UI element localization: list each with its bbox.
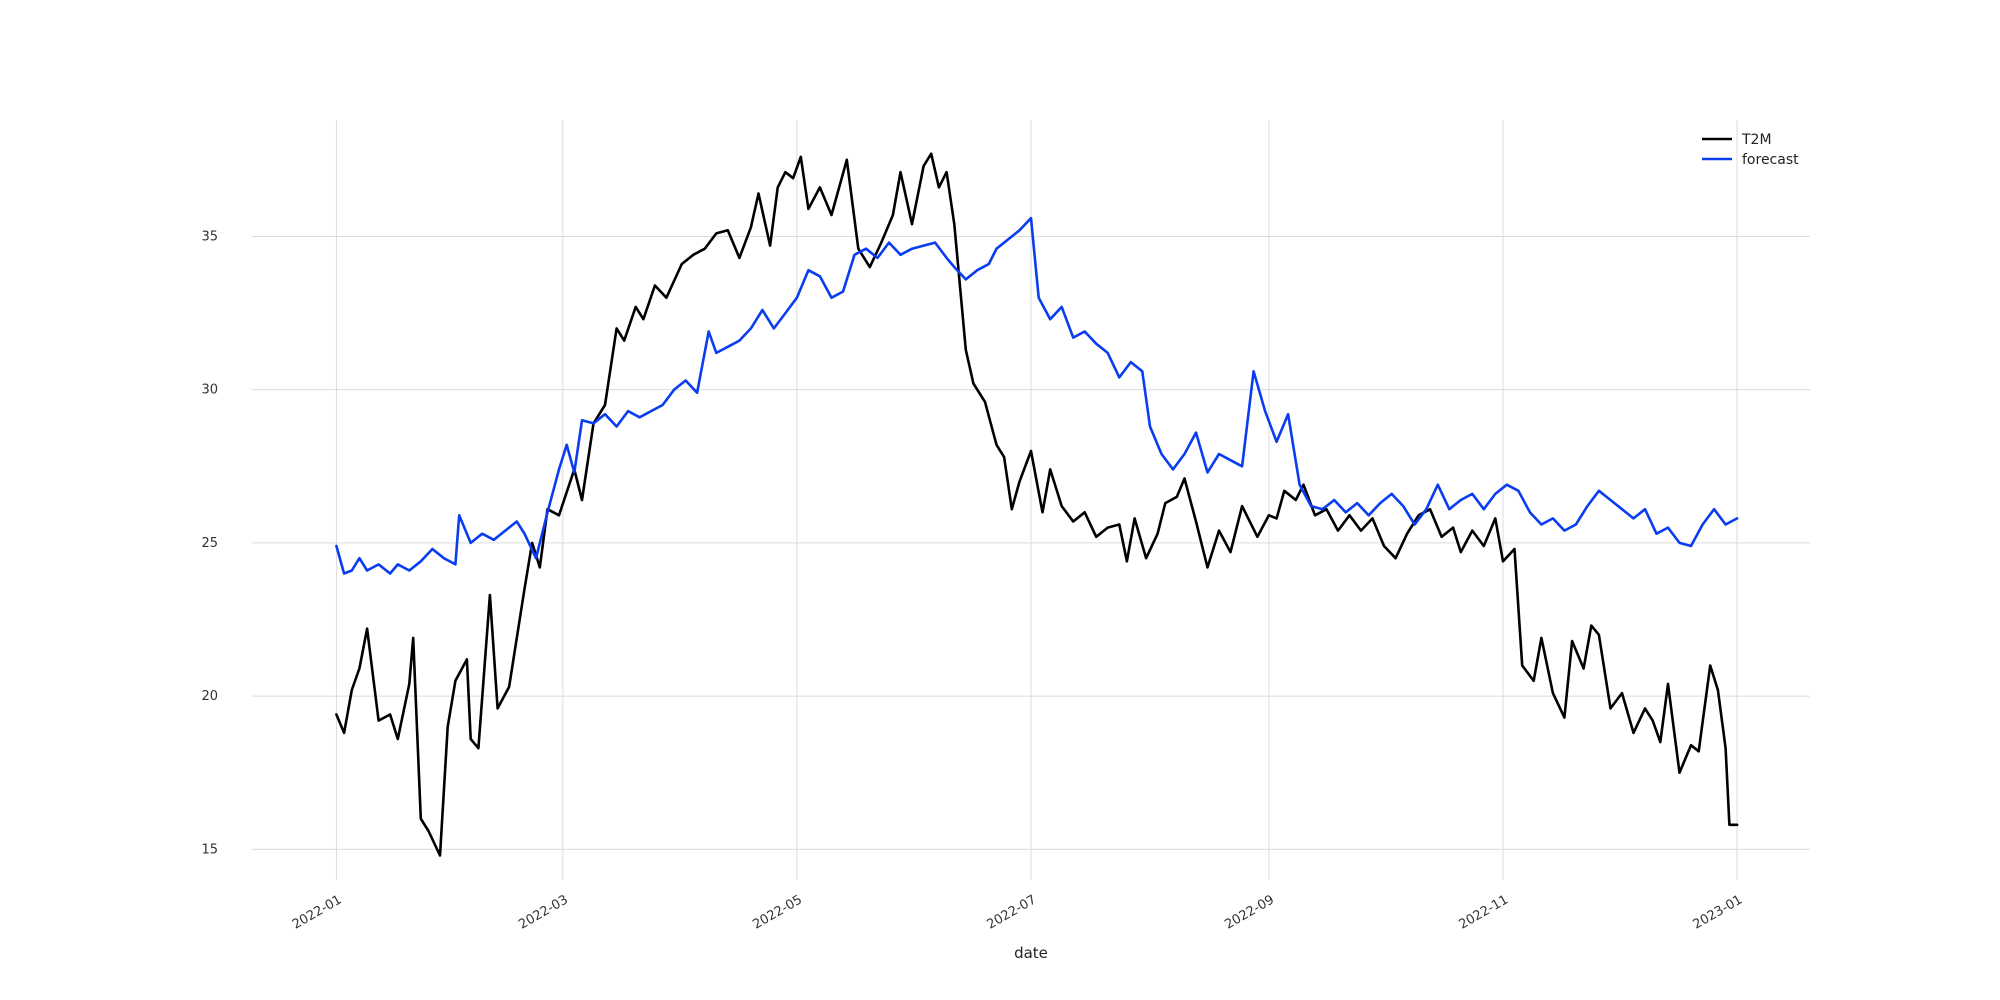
y-gridlines [252, 235, 1810, 850]
legend-label-forecast: forecast [1742, 152, 1799, 168]
x-gridlines [335, 120, 1738, 880]
series-lines [335, 152, 1739, 857]
x-tick-label: 2022-01 [290, 892, 345, 932]
x-tick-label: 2022-11 [1456, 892, 1511, 932]
series-line-forecast [335, 216, 1739, 575]
legend-label-t2m: T2M [1741, 132, 1772, 148]
y-tick-label: 25 [201, 536, 218, 551]
y-tick-label: 20 [201, 689, 218, 704]
y-tick-label: 15 [201, 842, 218, 857]
y-tick-label: 30 [201, 383, 218, 398]
x-tick-label: 2022-05 [750, 892, 805, 932]
x-axis-label: date [1014, 944, 1048, 962]
legend: T2M forecast [1702, 132, 1799, 168]
y-tick-labels: 15 20 25 30 35 [201, 229, 218, 857]
y-tick-label: 35 [201, 229, 218, 244]
x-tick-label: 2022-09 [1222, 892, 1277, 932]
x-tick-labels: 2022-01 2022-03 2022-05 2022-07 2022-09 2022-… [290, 892, 1745, 932]
x-tick-label: 2022-07 [984, 892, 1039, 932]
series-line-t2m [335, 152, 1739, 857]
x-tick-label: 2023-01 [1691, 892, 1746, 932]
x-tick-label: 2022-03 [516, 892, 571, 932]
